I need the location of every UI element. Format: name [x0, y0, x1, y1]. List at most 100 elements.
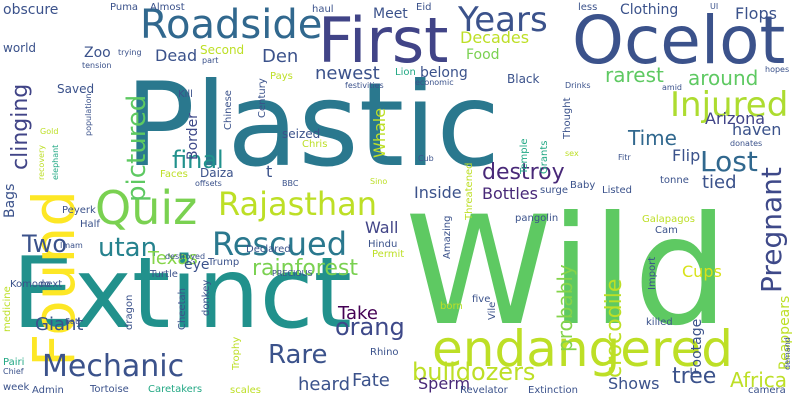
word: Food	[466, 47, 500, 63]
word: Cups	[682, 262, 722, 281]
word: Wall	[365, 218, 399, 237]
word: elephant	[51, 144, 60, 180]
word: Eid	[416, 2, 432, 13]
word: Clothing	[620, 2, 679, 18]
word: endangered	[432, 320, 733, 378]
word: Fate	[352, 370, 390, 391]
word: Ocelot	[572, 2, 786, 79]
word: scales	[230, 385, 261, 396]
word: Pays	[270, 71, 293, 82]
word: Flip	[672, 146, 701, 165]
word: Roadside	[140, 2, 323, 48]
word: Peyerk	[62, 205, 96, 216]
word: Rhino	[370, 347, 399, 358]
word: Plastic	[125, 58, 501, 193]
word: destroyed	[165, 252, 206, 261]
word: hopes	[765, 65, 790, 74]
word: Africa	[730, 368, 788, 392]
word: Shows	[608, 374, 660, 393]
word: pangolin	[515, 213, 559, 224]
word: Galapagos	[642, 214, 695, 225]
word: rainforest	[252, 256, 358, 281]
word: Meet	[373, 6, 408, 22]
word: Arizona	[705, 109, 766, 128]
word: Flops	[735, 4, 777, 23]
word: Decades	[460, 28, 530, 47]
word: Thought	[562, 97, 573, 139]
word: seized	[282, 127, 321, 141]
word: Half	[80, 219, 100, 230]
word: Turtle	[150, 269, 178, 280]
word: Rescued	[212, 225, 348, 263]
word: Puma	[110, 2, 139, 13]
word: newest	[315, 63, 380, 84]
word: Caretakers	[148, 384, 203, 395]
word: Time	[628, 126, 677, 150]
word: Fitr	[618, 153, 631, 162]
word: crocodile	[602, 278, 627, 378]
word: obscure	[3, 2, 59, 18]
word: utan	[98, 233, 158, 263]
word: Saved	[57, 82, 95, 96]
word: Imam	[60, 241, 83, 250]
word: Pregnant	[755, 167, 788, 293]
word: Lion	[395, 67, 416, 78]
word: Take	[338, 303, 378, 324]
word: five	[472, 294, 491, 305]
word: week	[3, 382, 30, 393]
word: t	[266, 162, 273, 181]
word: probably	[553, 264, 577, 352]
word: less	[578, 2, 598, 13]
word: Chinese	[223, 90, 234, 130]
word: Import	[647, 256, 658, 290]
word: Pairi	[3, 357, 25, 368]
word: donates	[730, 139, 763, 148]
word: Temple	[519, 138, 530, 174]
word: sex	[565, 149, 579, 158]
word: Lost	[700, 145, 758, 178]
word: Almost	[150, 2, 185, 13]
word: population	[84, 93, 93, 136]
word: Listed	[602, 185, 632, 196]
word: Century	[257, 78, 268, 118]
word: Cub	[418, 154, 434, 163]
word: demand	[783, 337, 792, 370]
word: born	[440, 301, 463, 312]
word: Trophy	[231, 336, 242, 370]
word: offsets	[195, 179, 222, 188]
word: Declared	[246, 244, 291, 255]
word: killed	[646, 317, 673, 328]
word: Amazing	[442, 215, 453, 259]
word: Admin	[32, 385, 64, 396]
word: clinging	[8, 83, 33, 170]
word: tree	[672, 364, 717, 389]
word: Black	[507, 72, 540, 86]
word: Grants	[539, 140, 550, 174]
word: Sperm	[418, 374, 471, 393]
word: Kill	[178, 89, 193, 100]
word: Rare	[268, 340, 328, 370]
word: Cheetah	[177, 287, 188, 330]
word: PRECIOUS	[272, 269, 313, 278]
word: Threatened	[464, 162, 475, 220]
word: Daiza	[200, 166, 234, 180]
word: Texas	[148, 248, 198, 269]
word: Den	[262, 46, 299, 67]
word: Chief	[3, 367, 24, 376]
word: Baby	[570, 180, 596, 191]
word: trying	[118, 48, 142, 57]
word: Drinks	[565, 81, 591, 90]
word: Border	[185, 113, 201, 160]
word: economic	[415, 78, 454, 87]
word: tied	[702, 172, 737, 193]
word: Hindu	[368, 239, 398, 250]
word: First	[318, 4, 449, 77]
word: BBC	[282, 179, 299, 188]
word: medicine	[2, 286, 13, 332]
word: Wild	[405, 185, 729, 359]
word: around	[688, 66, 759, 90]
word: Komodo	[10, 279, 51, 290]
word: Extinct	[12, 237, 352, 351]
word: final	[172, 146, 224, 174]
word: Sino	[370, 177, 388, 186]
